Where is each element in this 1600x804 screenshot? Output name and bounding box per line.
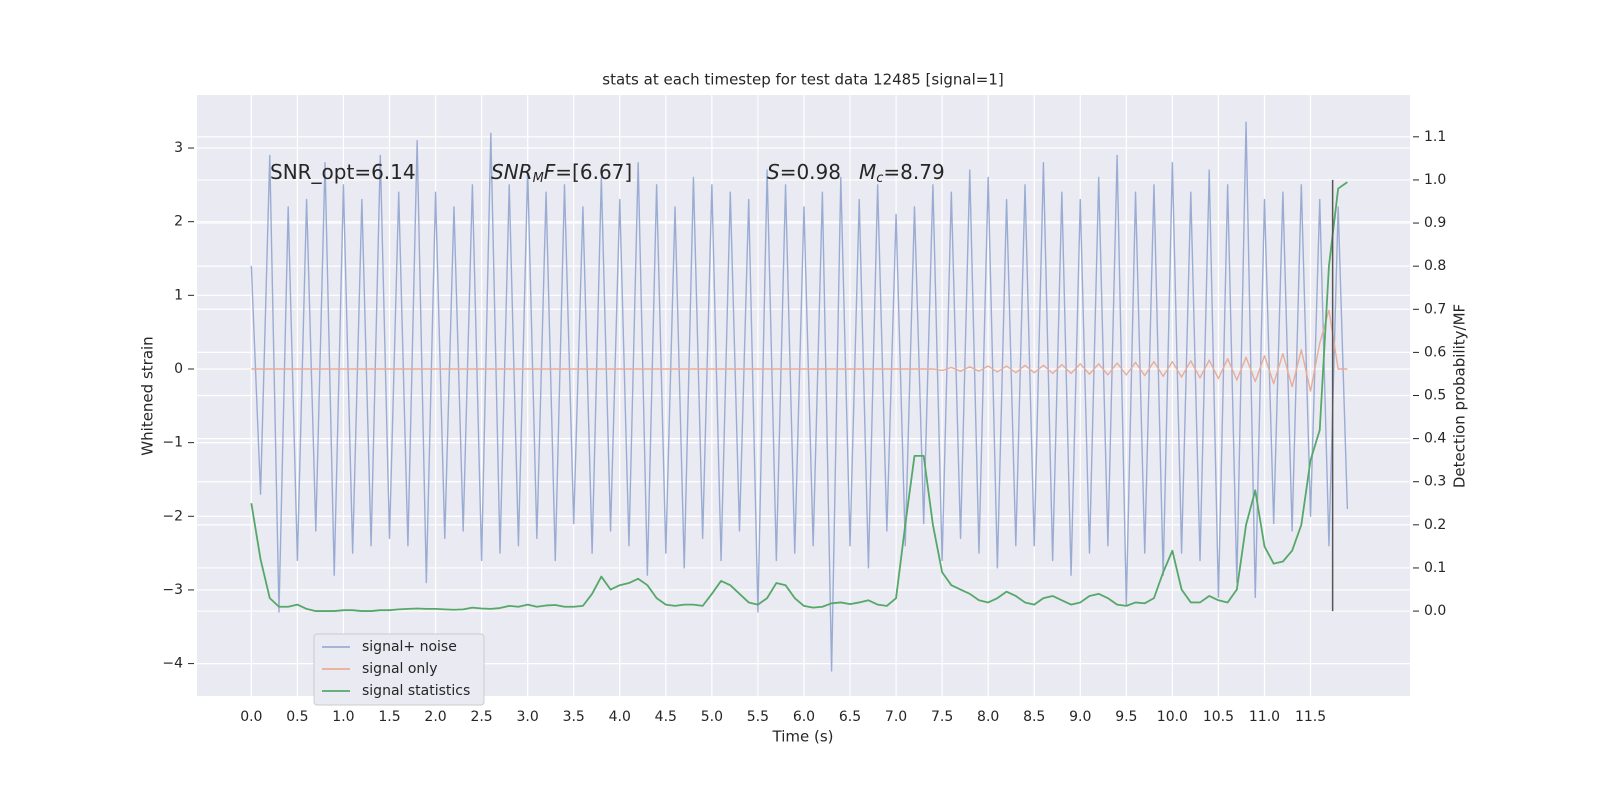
x-tick-label: 5.0 [701, 709, 723, 725]
x-tick-label: 11.0 [1249, 709, 1280, 725]
y2-tick-label: 0.6 [1424, 344, 1446, 360]
annotation-part: M [859, 160, 876, 184]
y2-tick-label: 0.4 [1424, 431, 1446, 447]
legend-box [313, 633, 485, 706]
annotation: Mc=8.79 [859, 160, 945, 186]
annotation-part: c [876, 171, 883, 186]
y-tick-label: −4 [162, 656, 183, 672]
x-tick-label: 2.0 [424, 709, 446, 725]
x-tick-label: 6.5 [839, 709, 861, 725]
y-tick-label: 2 [174, 214, 183, 230]
legend-label: signal statistics [362, 683, 470, 699]
x-tick-label: 1.5 [378, 709, 400, 725]
x-tick-label: 2.5 [470, 709, 492, 725]
x-tick-label: 3.5 [563, 709, 585, 725]
x-tick-label: 4.5 [655, 709, 677, 725]
annotation-part: =[6.67] [555, 160, 632, 184]
y2-tick-label: 0.7 [1424, 301, 1446, 317]
y2-axis-label: Detection probability/MF [1451, 304, 1469, 488]
annotation-part: F [544, 160, 556, 184]
y2-tick-label: 0.2 [1424, 517, 1446, 533]
annotation-part: M [533, 171, 544, 186]
chart-title: stats at each timestep for test data 124… [602, 71, 1003, 89]
annotation-part: SNR_opt=6.14 [270, 160, 416, 184]
y-axis-label: Whitened strain [139, 336, 157, 455]
x-tick-label: 3.0 [517, 709, 539, 725]
grid: 0.0 0.5 1.0 1.5 2.0 2.5 3.0 3.5 4.0 4.5 5.0 5.5 6.0 6… [162, 95, 1446, 725]
x-tick-label: 8.0 [977, 709, 999, 725]
overlay: SNR_opt=6.14 SNRMF=[6.67] S=0.98 Mc=8.79sig… [270, 160, 1334, 706]
y2-tick-label: 0.3 [1424, 474, 1446, 490]
y-tick-label: 3 [174, 140, 183, 156]
x-axis-label: Time (s) [772, 728, 834, 746]
marks [250, 121, 1349, 672]
legend-label: signal only [362, 661, 437, 677]
y2-tick-label: 0.9 [1424, 215, 1446, 231]
y-tick-label: −1 [162, 435, 183, 451]
x-tick-label: 0.5 [286, 709, 308, 725]
x-tick-label: 5.5 [747, 709, 769, 725]
x-tick-label: 7.5 [931, 709, 953, 725]
series-line [251, 309, 1348, 392]
annotation-part: =8.79 [883, 160, 944, 184]
x-tick-label: 9.5 [1115, 709, 1137, 725]
legend-label: signal+ noise [362, 639, 457, 655]
x-tick-label: 0.0 [240, 709, 262, 725]
y-tick-label: 0 [174, 361, 183, 377]
y2-tick-label: 1.0 [1424, 172, 1446, 188]
y2-tick-label: 0.1 [1424, 560, 1446, 576]
y2-tick-label: 0.8 [1424, 258, 1446, 274]
annotation: S=0.98 [767, 160, 841, 184]
x-tick-label: 11.5 [1295, 709, 1326, 725]
series-line [250, 181, 1348, 612]
annotation-part: S [767, 160, 780, 184]
y-tick-label: 1 [174, 287, 183, 303]
x-tick-label: 10.0 [1157, 709, 1188, 725]
x-tick-label: 4.0 [609, 709, 631, 725]
x-tick-label: 8.5 [1023, 709, 1045, 725]
y2-tick-label: 1.1 [1424, 129, 1446, 145]
y2-tick-label: 0.0 [1424, 603, 1446, 619]
x-tick-label: 1.0 [332, 709, 354, 725]
y-tick-label: −3 [162, 582, 183, 598]
series-line [250, 121, 1349, 672]
annotation-part: =0.98 [780, 160, 841, 184]
y2-tick-label: 0.5 [1424, 388, 1446, 404]
y-tick-label: −2 [162, 508, 183, 524]
annotation-part: SNR [491, 160, 533, 184]
x-tick-label: 9.0 [1069, 709, 1091, 725]
annotation: SNRMF=[6.67] [491, 160, 632, 186]
x-tick-label: 7.0 [885, 709, 907, 725]
x-tick-label: 10.5 [1203, 709, 1234, 725]
annotation: SNR_opt=6.14 [270, 160, 416, 184]
x-tick-label: 6.0 [793, 709, 815, 725]
